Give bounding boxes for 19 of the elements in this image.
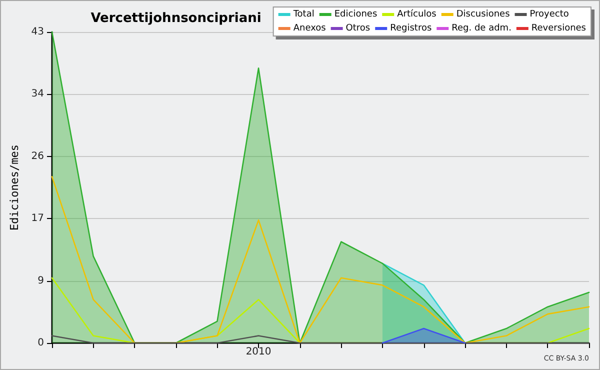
y-tick-label: 34	[31, 88, 44, 100]
y-tick-label: 9	[38, 275, 44, 286]
x-tick-label: 2010	[246, 346, 272, 358]
legend-label: Reversiones	[531, 24, 586, 34]
legend-label: Proyecto	[530, 10, 570, 20]
legend-label: Anexos	[293, 24, 326, 34]
y-tick-label: 26	[31, 150, 44, 162]
y-tick-label: 17	[31, 213, 44, 224]
legend-label: Discusiones	[456, 10, 510, 20]
legend-label: Reg. de adm.	[452, 24, 512, 34]
legend-label: Otros	[346, 24, 370, 34]
legend-label: Total	[292, 10, 314, 20]
y-tick-label: 0	[38, 338, 44, 348]
legend-label: Registros	[390, 24, 432, 34]
y-tick-label: 43	[31, 26, 44, 38]
y-axis-title: Ediciones/mes	[8, 144, 21, 231]
chart-title: Vercettijohnsoncipriani	[90, 11, 262, 26]
legend-label: Artículos	[397, 8, 437, 20]
legend-label: Ediciones	[334, 10, 378, 20]
